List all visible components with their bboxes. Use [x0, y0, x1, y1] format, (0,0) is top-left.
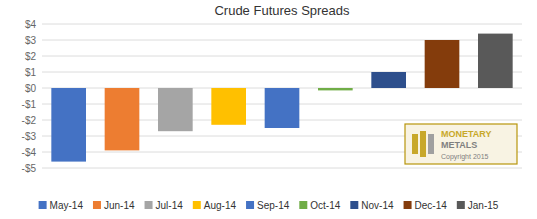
legend-swatch: [145, 201, 153, 209]
bar: [478, 34, 513, 88]
logo-icon: [420, 131, 426, 157]
y-tick-label: $4: [25, 19, 37, 30]
grid: [42, 24, 522, 168]
y-tick-label: $2: [25, 51, 37, 62]
bars: [51, 34, 512, 162]
legend-item: Jul-14: [145, 200, 184, 211]
bar: [211, 88, 246, 125]
logo-frame: [405, 124, 517, 164]
legend-item: Dec-14: [404, 200, 448, 211]
legend-label: Jan-15: [468, 200, 499, 211]
legend-swatch: [350, 201, 358, 209]
annotation: METALS: [441, 140, 477, 150]
bar: [51, 88, 86, 162]
logo-icon: [412, 134, 418, 154]
y-tick-label: -$3: [22, 131, 37, 142]
bar: [265, 88, 300, 128]
legend-item: Jun-14: [93, 200, 135, 211]
grid-line: [42, 24, 522, 25]
y-tick-label: -$2: [22, 115, 37, 126]
legend-label: Jul-14: [156, 200, 184, 211]
legend-label: Jun-14: [104, 200, 135, 211]
legend-label: May-14: [50, 200, 84, 211]
legend-label: Oct-14: [310, 200, 340, 211]
legend-label: Nov-14: [361, 200, 394, 211]
bar: [371, 72, 406, 88]
y-tick-label: -$4: [22, 147, 37, 158]
title: Crude Futures Spreads: [214, 3, 350, 18]
annotation: MONETARY: [441, 129, 492, 139]
legend-label: Sep-14: [257, 200, 290, 211]
legend-swatch: [299, 201, 307, 209]
logo-icon: [428, 134, 434, 154]
legend-swatch: [193, 201, 201, 209]
legend-swatch: [93, 201, 101, 209]
bar: [105, 88, 140, 150]
legend-item: Jan-15: [457, 200, 499, 211]
logo-box: MONETARYMETALS Copyright 2015: [405, 124, 517, 164]
bar: [425, 40, 460, 88]
legend-label: Dec-14: [415, 200, 448, 211]
legend-item: Sep-14: [246, 200, 290, 211]
chart: Crude Futures Spreads -$5 -$4 -$3 -$2 -$1 $0 $1…: [0, 0, 537, 219]
legend-item: May-14: [39, 200, 84, 211]
legend-label: Aug-14: [204, 200, 237, 211]
y-tick-label: $1: [25, 67, 37, 78]
y-tick-label: $0: [25, 83, 37, 94]
bar: [318, 88, 353, 90]
grid-line: [42, 168, 522, 169]
annotation: Copyright 2015: [441, 153, 489, 161]
legend-item: Nov-14: [350, 200, 394, 211]
legend-swatch: [404, 201, 412, 209]
legend-swatch: [39, 201, 47, 209]
legend-swatch: [246, 201, 254, 209]
chart-container: Crude Futures Spreads -$5 -$4 -$3 -$2 -$1 $0 $1…: [0, 0, 537, 219]
bar: [158, 88, 193, 131]
legend-item: Aug-14: [193, 200, 237, 211]
y-tick-label: $3: [25, 35, 37, 46]
legend-item: Oct-14: [299, 200, 340, 211]
legend-swatch: [457, 201, 465, 209]
legend: May-14 Jun-14 Jul-14 Aug-14 Sep-14 Oct-14 Nov-…: [39, 200, 499, 211]
y-tick-label: -$5: [22, 163, 37, 174]
y-tick-label: -$1: [22, 99, 37, 110]
